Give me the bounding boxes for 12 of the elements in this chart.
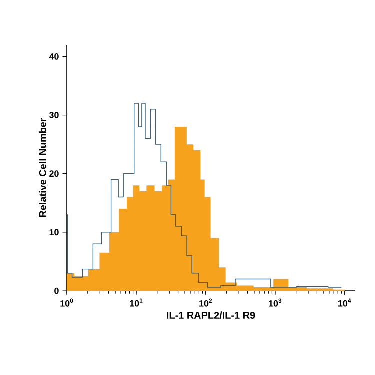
y-axis-title: Relative Cell Number <box>39 118 46 218</box>
x-axis-title: IL-1 RAPL2/IL-1 R9 <box>167 312 256 320</box>
y-tick-label: 10 <box>50 229 59 236</box>
x-tick-label: 10$^{2}$ <box>200 298 212 307</box>
y-tick-label: 20 <box>50 170 59 178</box>
x-tick-label: 10$^{1}$ <box>130 298 143 307</box>
y-tick-label: 0 <box>54 288 59 294</box>
x-tick-label: 10$^{0}$ <box>60 298 74 307</box>
y-tick-label: 40 <box>49 54 59 60</box>
x-tick-label: 10$^{4}$ <box>338 298 352 307</box>
x-tick-label: 10$^{3}$ <box>269 298 282 307</box>
y-tick-label: 30 <box>49 112 59 118</box>
